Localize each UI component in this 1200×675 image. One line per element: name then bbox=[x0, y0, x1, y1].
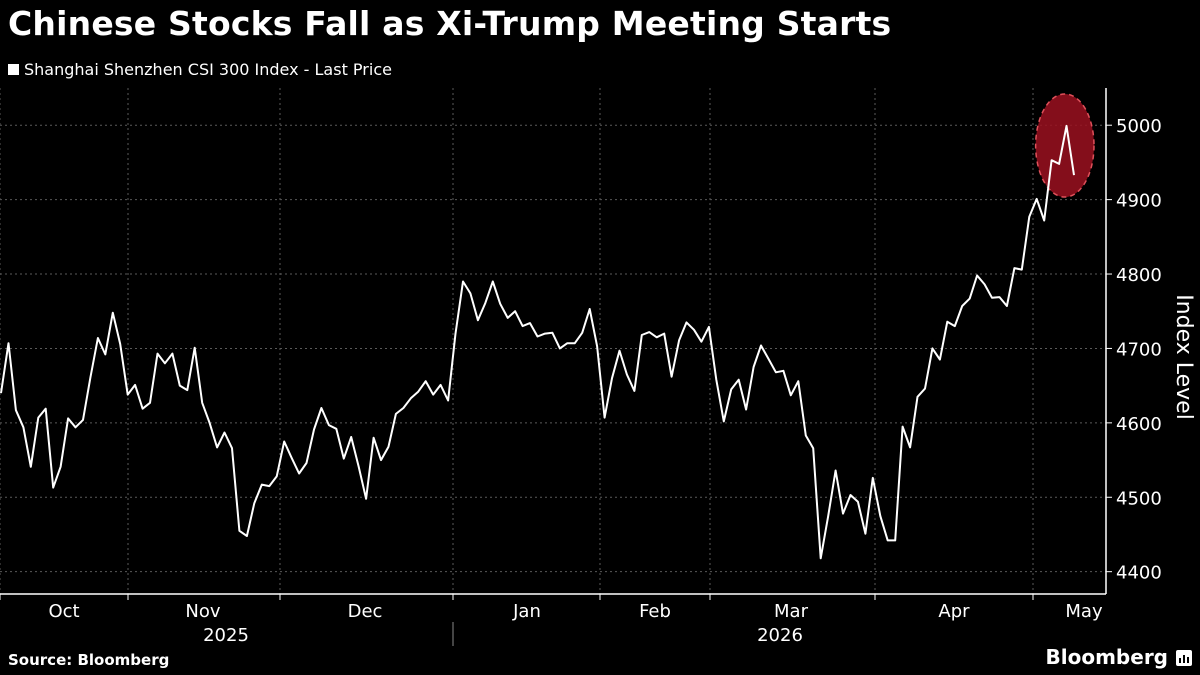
y-tick-label: 4800 bbox=[1116, 265, 1162, 286]
x-tick-label: Jan bbox=[512, 601, 541, 622]
series-line bbox=[0, 124, 1075, 560]
y-tick-label: 4900 bbox=[1116, 191, 1162, 212]
x-tick-label: Nov bbox=[185, 601, 220, 622]
x-year-label: 2025 bbox=[203, 625, 249, 646]
x-tick-label: Apr bbox=[938, 601, 970, 622]
bloomberg-terminal-icon bbox=[1176, 650, 1192, 666]
y-tick-label: 4400 bbox=[1116, 563, 1162, 584]
x-tick-labels: Oct Nov Dec Jan Feb Mar Apr May 2025 2026 bbox=[48, 601, 1103, 646]
brand-logo: Bloomberg bbox=[1045, 645, 1168, 669]
chart-title: Chinese Stocks Fall as Xi-Trump Meeting … bbox=[8, 4, 892, 43]
horizontal-gridlines bbox=[0, 124, 1112, 573]
series-line-group bbox=[0, 124, 1075, 560]
x-tick-label: Oct bbox=[48, 601, 79, 622]
axes bbox=[0, 88, 1107, 646]
x-tick-label: May bbox=[1065, 601, 1103, 622]
y-tick-label: 4600 bbox=[1116, 414, 1162, 435]
y-tick-label: 5000 bbox=[1116, 116, 1162, 137]
y-axis-label: Index Level bbox=[1171, 294, 1196, 420]
highlight-marker bbox=[1034, 93, 1095, 198]
x-tick-label: Mar bbox=[774, 601, 809, 622]
x-year-label: 2026 bbox=[757, 625, 803, 646]
y-tick-label: 4700 bbox=[1116, 339, 1162, 360]
legend-label: Shanghai Shenzhen CSI 300 Index - Last P… bbox=[24, 60, 392, 79]
x-tick-label: Dec bbox=[348, 601, 383, 622]
y-tick-labels: 4400 4500 4600 4700 4800 4900 5000 bbox=[1116, 116, 1162, 583]
highlight-ellipse bbox=[1034, 93, 1095, 198]
y-tick-label: 4500 bbox=[1116, 488, 1162, 509]
x-tick-label: Feb bbox=[639, 601, 671, 622]
vertical-gridlines bbox=[0, 88, 1034, 600]
source-note: Source: Bloomberg bbox=[8, 651, 170, 669]
legend-swatch bbox=[8, 64, 19, 75]
legend: Shanghai Shenzhen CSI 300 Index - Last P… bbox=[8, 60, 392, 79]
